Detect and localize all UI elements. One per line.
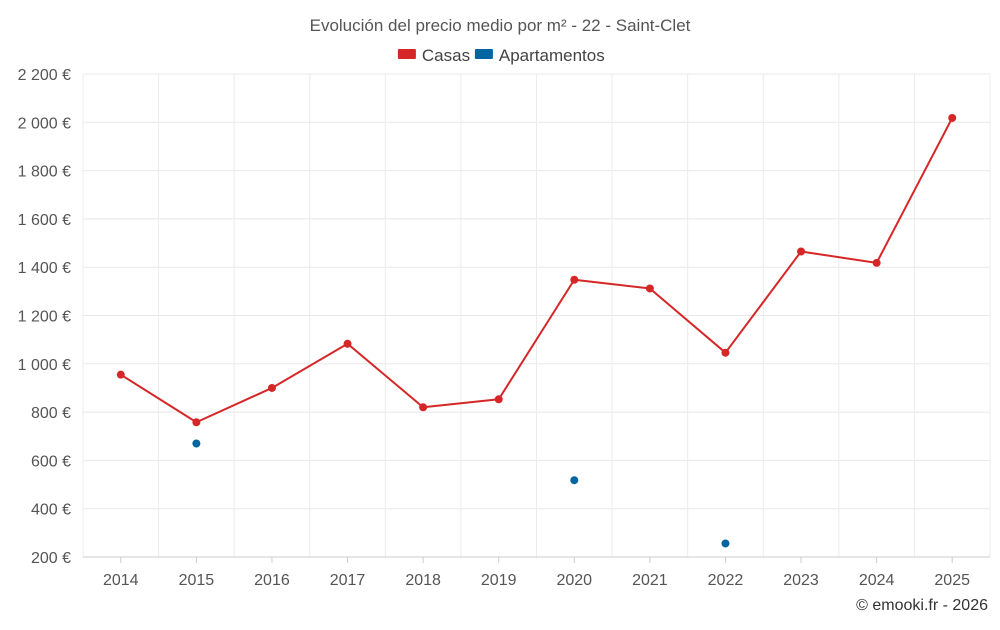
legend-label: Casas — [422, 46, 470, 65]
x-tick-label: 2018 — [405, 572, 441, 589]
data-point — [570, 275, 579, 284]
x-tick-label: 2025 — [934, 572, 970, 589]
y-tick-label: 2 000 € — [18, 115, 71, 132]
data-point — [116, 370, 125, 379]
data-point — [343, 339, 352, 348]
x-tick-label: 2016 — [254, 572, 290, 589]
y-tick-label: 1 600 € — [18, 212, 71, 229]
y-tick-label: 400 € — [31, 502, 71, 519]
legend-label: Apartamentos — [499, 46, 605, 65]
y-tick-label: 1 000 € — [18, 357, 71, 374]
series-apartamentos — [192, 439, 730, 548]
x-tick-label: 2023 — [783, 572, 819, 589]
y-tick-label: 2 200 € — [18, 67, 71, 84]
x-tick-label: 2019 — [481, 572, 517, 589]
data-point — [419, 403, 428, 412]
x-axis: 2014 2015 2016 2017 2018 2019 2020 2021 2022 2023… — [83, 556, 990, 589]
x-tick-label: 2014 — [103, 572, 139, 589]
data-point — [570, 476, 579, 485]
x-tick-label: 2015 — [179, 572, 215, 589]
data-point — [494, 395, 503, 404]
y-tick-label: 600 € — [31, 453, 71, 470]
data-point — [948, 113, 957, 122]
y-axis: 200 € 400 € 600 € 800 € 1 000 € 1 200 € 1 400 … — [18, 67, 71, 567]
grid — [82, 73, 991, 558]
credit-text: © emooki.fr - 2026 — [856, 597, 988, 614]
data-point — [872, 258, 881, 267]
legend-swatch — [474, 49, 493, 59]
x-tick-label: 2017 — [330, 572, 366, 589]
data-point — [721, 348, 730, 357]
x-tick-label: 2024 — [859, 572, 895, 589]
x-tick-label: 2022 — [708, 572, 744, 589]
data-point — [721, 539, 730, 548]
data-point — [192, 439, 201, 448]
chart-title: Evolución del precio medio por m² - 22 -… — [310, 16, 691, 35]
y-tick-label: 1 800 € — [18, 164, 71, 181]
y-tick-label: 1 200 € — [18, 309, 71, 326]
legend-swatch — [397, 49, 416, 59]
data-point — [192, 418, 201, 427]
legend-item: Casas — [397, 46, 470, 65]
series-line — [120, 117, 954, 424]
y-tick-label: 200 € — [31, 550, 71, 567]
y-tick-label: 800 € — [31, 405, 71, 422]
series-casas — [116, 113, 957, 427]
x-tick-label: 2020 — [556, 572, 592, 589]
x-tick-label: 2021 — [632, 572, 668, 589]
data-point — [797, 247, 806, 256]
data-point — [645, 284, 654, 293]
legend: Casas Apartamentos — [397, 46, 605, 65]
series-layer — [116, 113, 957, 548]
legend-item: Apartamentos — [474, 46, 605, 65]
data-point — [267, 383, 276, 392]
y-tick-label: 1 400 € — [18, 260, 71, 277]
